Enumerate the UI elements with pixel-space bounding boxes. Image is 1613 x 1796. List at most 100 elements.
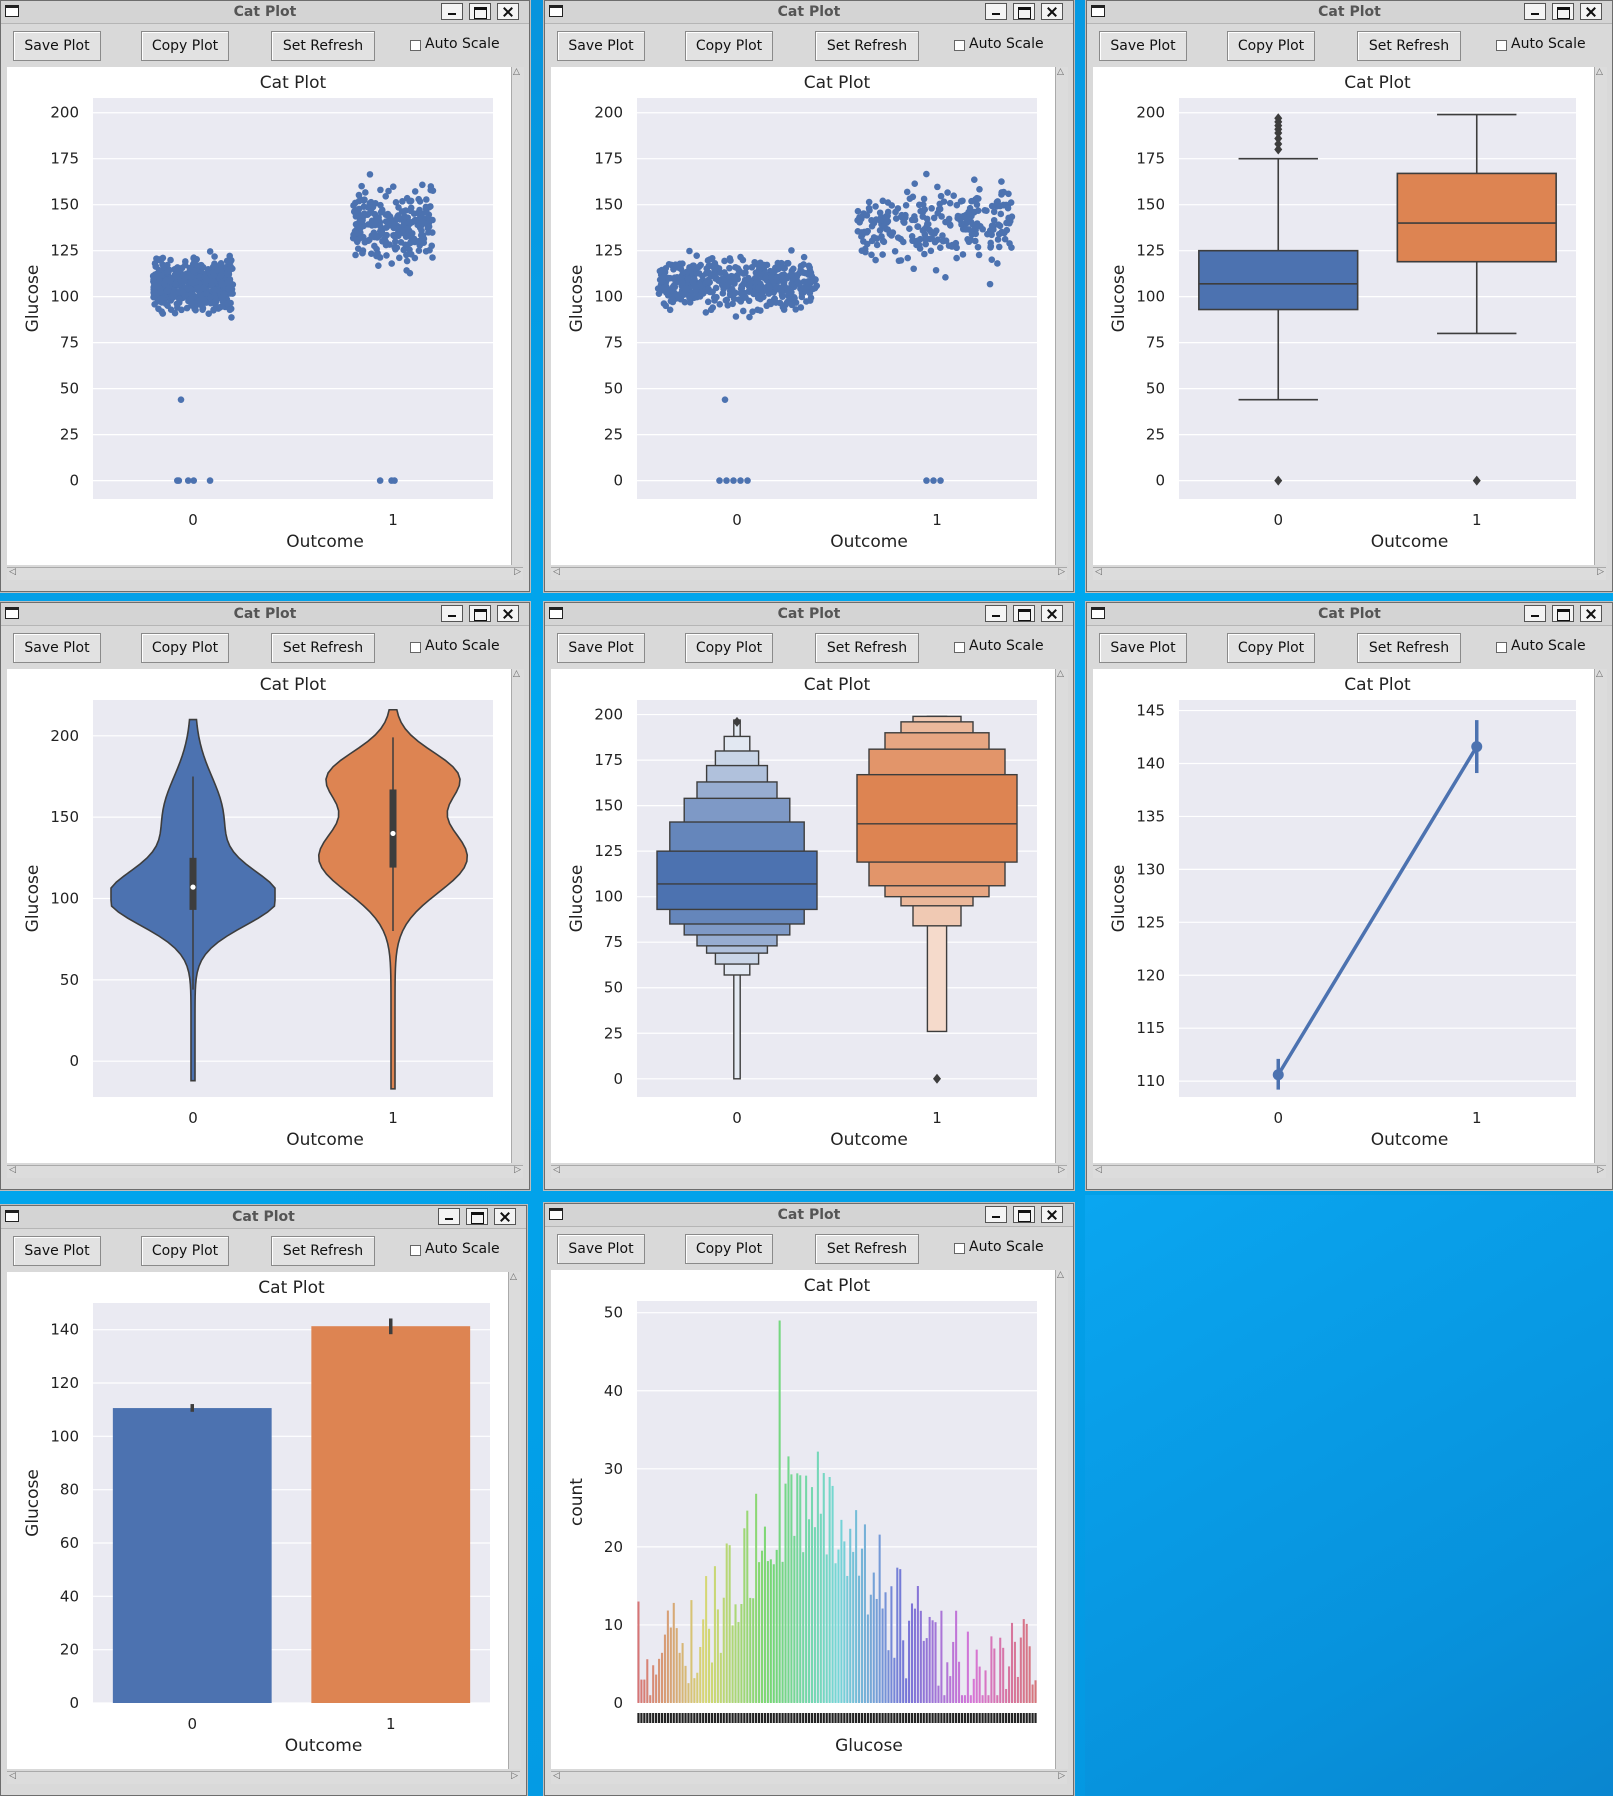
- scroll-arrow-icon[interactable]: ▷: [1058, 567, 1065, 577]
- scroll-arrow-icon[interactable]: ▷: [1597, 567, 1604, 577]
- save-plot-button[interactable]: Save Plot: [1099, 31, 1187, 61]
- scroll-arrow-icon[interactable]: ◁: [553, 1771, 560, 1781]
- horizontal-scrollbar[interactable]: ◁ ▷: [1093, 1165, 1606, 1178]
- checkbox-icon[interactable]: [1496, 40, 1507, 51]
- close-icon[interactable]: [1041, 1206, 1063, 1223]
- copy-plot-button[interactable]: Copy Plot: [1227, 633, 1315, 663]
- vertical-scrollbar[interactable]: △: [1594, 67, 1607, 565]
- scroll-arrow-icon[interactable]: ◁: [9, 1165, 16, 1175]
- save-plot-button[interactable]: Save Plot: [557, 633, 645, 663]
- scroll-arrow-icon[interactable]: ◁: [553, 1165, 560, 1175]
- vertical-scrollbar[interactable]: △: [511, 669, 524, 1163]
- maximize-icon[interactable]: [1013, 3, 1035, 20]
- window-menu-icon[interactable]: [1091, 5, 1105, 17]
- checkbox-icon[interactable]: [410, 40, 421, 51]
- minimize-icon[interactable]: [1524, 605, 1546, 622]
- scroll-arrow-icon[interactable]: △: [1057, 1270, 1064, 1280]
- maximize-icon[interactable]: [469, 3, 491, 20]
- title-bar[interactable]: Cat Plot: [545, 1204, 1073, 1227]
- horizontal-scrollbar[interactable]: ◁ ▷: [1093, 567, 1606, 580]
- horizontal-scrollbar[interactable]: ◁ ▷: [7, 567, 523, 580]
- set-refresh-button[interactable]: Set Refresh: [271, 1236, 375, 1266]
- save-plot-button[interactable]: Save Plot: [13, 1236, 101, 1266]
- scroll-arrow-icon[interactable]: ◁: [9, 567, 16, 577]
- window-menu-icon[interactable]: [1091, 607, 1105, 619]
- close-icon[interactable]: [1041, 3, 1063, 20]
- title-bar[interactable]: Cat Plot: [545, 603, 1073, 626]
- minimize-icon[interactable]: [985, 1206, 1007, 1223]
- window-menu-icon[interactable]: [5, 5, 19, 17]
- scroll-arrow-icon[interactable]: ▷: [514, 567, 521, 577]
- checkbox-icon[interactable]: [954, 642, 965, 653]
- scroll-arrow-icon[interactable]: △: [513, 669, 520, 679]
- copy-plot-button[interactable]: Copy Plot: [685, 31, 773, 61]
- scroll-arrow-icon[interactable]: ▷: [514, 1165, 521, 1175]
- scroll-arrow-icon[interactable]: △: [1596, 67, 1603, 77]
- horizontal-scrollbar[interactable]: ◁ ▷: [551, 567, 1067, 580]
- checkbox-icon[interactable]: [410, 1245, 421, 1256]
- title-bar[interactable]: Cat Plot: [1087, 603, 1612, 626]
- window-menu-icon[interactable]: [549, 1208, 563, 1220]
- copy-plot-button[interactable]: Copy Plot: [141, 31, 229, 61]
- close-icon[interactable]: [1041, 605, 1063, 622]
- scroll-arrow-icon[interactable]: ◁: [1095, 567, 1102, 577]
- checkbox-icon[interactable]: [1496, 642, 1507, 653]
- title-bar[interactable]: Cat Plot: [1, 1, 529, 24]
- auto-scale-checkbox-label[interactable]: Auto Scale: [425, 36, 500, 52]
- plot-window-3[interactable]: Cat Plot Save Plot Copy Plot Set Refresh Aut…: [1086, 0, 1613, 592]
- set-refresh-button[interactable]: Set Refresh: [815, 633, 919, 663]
- vertical-scrollbar[interactable]: △: [508, 1272, 521, 1769]
- plot-window-6[interactable]: Cat Plot Save Plot Copy Plot Set Refresh Aut…: [1086, 602, 1613, 1190]
- plot-window-5[interactable]: Cat Plot Save Plot Copy Plot Set Refresh Aut…: [544, 602, 1074, 1190]
- scroll-arrow-icon[interactable]: ▷: [1058, 1771, 1065, 1781]
- title-bar[interactable]: Cat Plot: [545, 1, 1073, 24]
- minimize-icon[interactable]: [985, 605, 1007, 622]
- copy-plot-button[interactable]: Copy Plot: [1227, 31, 1315, 61]
- minimize-icon[interactable]: [1524, 3, 1546, 20]
- window-menu-icon[interactable]: [549, 607, 563, 619]
- close-icon[interactable]: [1580, 605, 1602, 622]
- window-menu-icon[interactable]: [5, 607, 19, 619]
- set-refresh-button[interactable]: Set Refresh: [815, 31, 919, 61]
- save-plot-button[interactable]: Save Plot: [557, 1234, 645, 1264]
- auto-scale-checkbox-label[interactable]: Auto Scale: [969, 638, 1044, 654]
- copy-plot-button[interactable]: Copy Plot: [685, 1234, 773, 1264]
- vertical-scrollbar[interactable]: △: [1055, 1270, 1068, 1769]
- maximize-icon[interactable]: [1013, 1206, 1035, 1223]
- set-refresh-button[interactable]: Set Refresh: [1357, 633, 1461, 663]
- plot-window-4[interactable]: Cat Plot Save Plot Copy Plot Set Refresh Aut…: [0, 602, 530, 1190]
- plot-window-2[interactable]: Cat Plot Save Plot Copy Plot Set Refresh Aut…: [544, 0, 1074, 592]
- scroll-arrow-icon[interactable]: ▷: [1058, 1165, 1065, 1175]
- window-menu-icon[interactable]: [549, 5, 563, 17]
- horizontal-scrollbar[interactable]: ◁ ▷: [7, 1165, 523, 1178]
- auto-scale-checkbox-label[interactable]: Auto Scale: [425, 1241, 500, 1257]
- maximize-icon[interactable]: [466, 1208, 488, 1225]
- vertical-scrollbar[interactable]: △: [1594, 669, 1607, 1163]
- scroll-arrow-icon[interactable]: ◁: [553, 567, 560, 577]
- vertical-scrollbar[interactable]: △: [1055, 669, 1068, 1163]
- close-icon[interactable]: [494, 1208, 516, 1225]
- title-bar[interactable]: Cat Plot: [1, 603, 529, 626]
- close-icon[interactable]: [497, 3, 519, 20]
- maximize-icon[interactable]: [1552, 605, 1574, 622]
- horizontal-scrollbar[interactable]: ◁ ▷: [551, 1165, 1067, 1178]
- maximize-icon[interactable]: [1552, 3, 1574, 20]
- scroll-arrow-icon[interactable]: △: [513, 67, 520, 77]
- scroll-arrow-icon[interactable]: △: [510, 1272, 517, 1282]
- horizontal-scrollbar[interactable]: ◁ ▷: [7, 1771, 520, 1784]
- scroll-arrow-icon[interactable]: △: [1596, 669, 1603, 679]
- set-refresh-button[interactable]: Set Refresh: [1357, 31, 1461, 61]
- scroll-arrow-icon[interactable]: △: [1057, 669, 1064, 679]
- plot-window-7[interactable]: Cat Plot Save Plot Copy Plot Set Refresh Aut…: [0, 1205, 527, 1796]
- minimize-icon[interactable]: [438, 1208, 460, 1225]
- plot-window-1[interactable]: Cat Plot Save Plot Copy Plot Set Refresh Aut…: [0, 0, 530, 592]
- set-refresh-button[interactable]: Set Refresh: [271, 633, 375, 663]
- scroll-arrow-icon[interactable]: ◁: [1095, 1165, 1102, 1175]
- checkbox-icon[interactable]: [954, 40, 965, 51]
- close-icon[interactable]: [1580, 3, 1602, 20]
- horizontal-scrollbar[interactable]: ◁ ▷: [551, 1771, 1067, 1784]
- auto-scale-checkbox-label[interactable]: Auto Scale: [1511, 36, 1586, 52]
- save-plot-button[interactable]: Save Plot: [1099, 633, 1187, 663]
- save-plot-button[interactable]: Save Plot: [13, 633, 101, 663]
- copy-plot-button[interactable]: Copy Plot: [141, 633, 229, 663]
